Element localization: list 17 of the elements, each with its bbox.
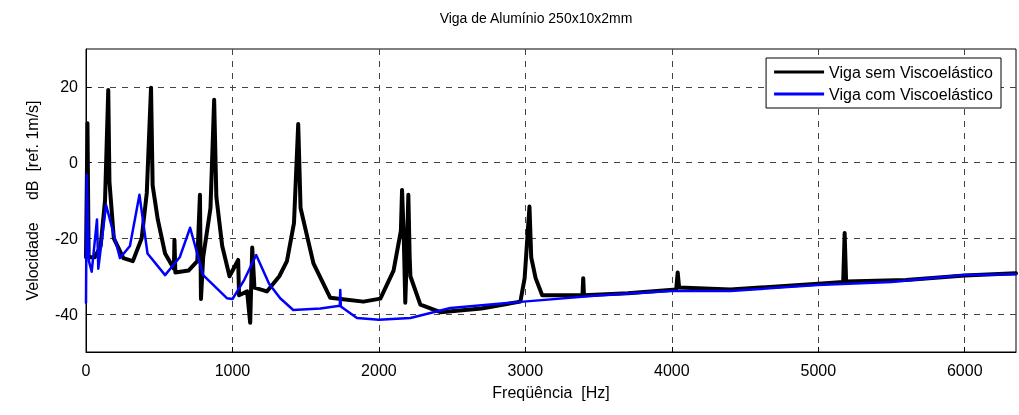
y-tick-label: 20 <box>60 78 79 96</box>
x-tick-label: 0 <box>81 361 91 379</box>
x-tick-label: 1000 <box>214 361 251 379</box>
chart-title: Viga de Alumínio 250x10x2mm <box>439 10 633 26</box>
y-axis-title: Velocidade dB [ref. 1m/s] <box>23 100 41 301</box>
y-tick-label: -40 <box>54 305 79 323</box>
x-tick-label: 3000 <box>507 361 544 379</box>
legend-label: Viga sem Viscoelástico <box>829 63 994 81</box>
legend-label: Viga com Viscoelástico <box>829 85 994 103</box>
line-series <box>84 173 1018 322</box>
y-tick-label: -20 <box>54 229 79 247</box>
x-tick-label: 4000 <box>654 361 690 379</box>
x-axis-title: Freqüência [Hz] <box>492 383 610 401</box>
y-tick-label: 0 <box>69 154 79 172</box>
x-tick-label: 5000 <box>800 361 837 379</box>
x-tick-label: 6000 <box>946 361 983 379</box>
x-tick-label: 2000 <box>361 361 397 379</box>
